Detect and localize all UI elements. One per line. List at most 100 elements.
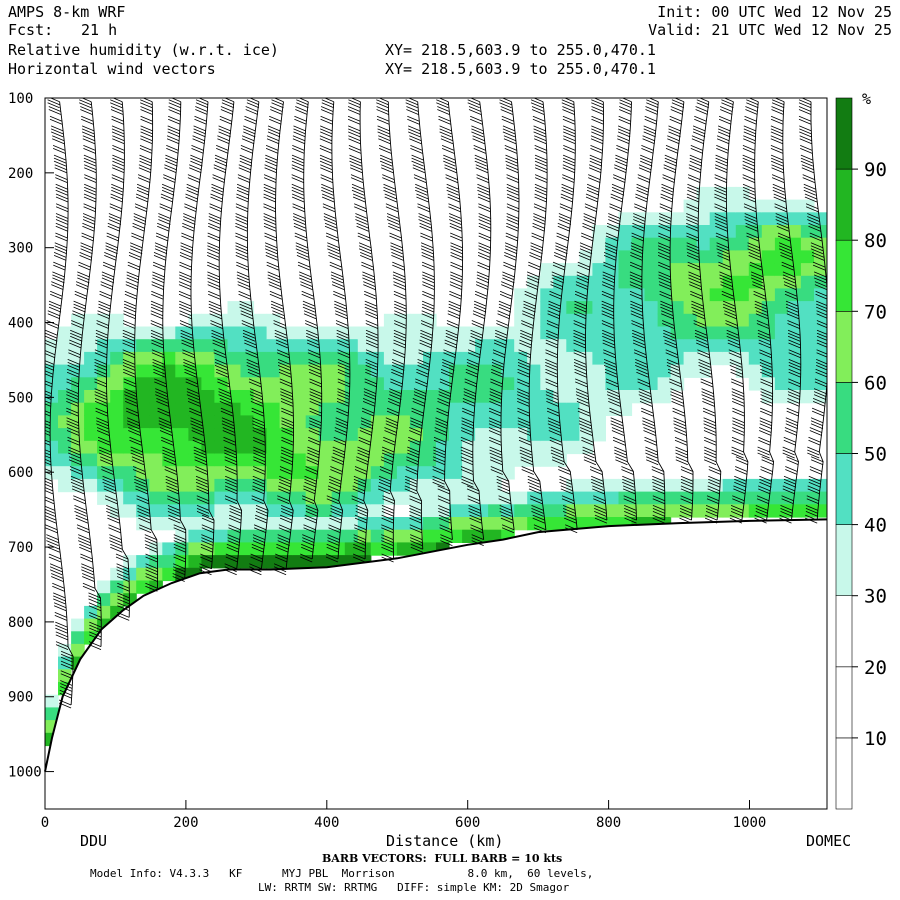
wind-barb-feathers <box>545 98 578 534</box>
rh-cell <box>553 428 567 442</box>
rh-cell <box>787 377 802 391</box>
rh-cell <box>540 275 554 290</box>
rh-cell <box>514 313 528 328</box>
rh-cell <box>657 339 672 353</box>
y-tick-label: 1000 <box>8 765 42 781</box>
rh-cell <box>136 364 150 378</box>
rh-cell <box>462 491 476 505</box>
rh-cell <box>540 364 554 378</box>
rh-cell <box>383 326 398 340</box>
rh-cell <box>670 263 685 277</box>
rh-cell <box>370 339 385 353</box>
rh-cell <box>449 491 463 505</box>
rh-cell <box>761 263 776 277</box>
rh-cell <box>709 326 724 340</box>
rh-cell <box>370 517 385 531</box>
rh-cell <box>318 364 333 378</box>
rh-cell <box>800 237 815 251</box>
rh-cell <box>566 364 580 378</box>
rh-cell <box>227 351 242 366</box>
rh-cell <box>162 428 176 442</box>
rh-cell <box>592 263 606 277</box>
wind-barb-column <box>162 101 187 579</box>
rh-cell <box>696 199 711 213</box>
rh-cell <box>761 339 776 353</box>
rh-cell <box>136 555 150 569</box>
rh-cell <box>644 491 659 505</box>
rh-cell <box>305 377 320 391</box>
rh-cell <box>618 237 633 251</box>
rh-cell <box>227 301 242 315</box>
rh-cell <box>605 478 619 493</box>
rh-cell <box>423 491 437 505</box>
rh-cell <box>58 326 72 340</box>
rh-cell <box>735 351 750 366</box>
rh-cell <box>370 529 385 543</box>
rh-cell <box>123 377 137 391</box>
rh-cell <box>553 339 567 353</box>
rh-cell <box>214 377 228 391</box>
rh-cell <box>227 428 242 442</box>
rh-cell <box>800 390 815 404</box>
rh-cell <box>449 529 463 543</box>
rh-cell <box>175 326 189 340</box>
rh-cell <box>188 326 202 340</box>
rh-cell <box>136 517 150 531</box>
rh-cell <box>657 237 672 251</box>
rh-cell <box>240 377 255 391</box>
rh-cell <box>592 275 606 290</box>
rh-cell <box>449 339 463 353</box>
rh-cell <box>670 212 685 226</box>
rh-cell <box>423 504 437 518</box>
rh-cell <box>501 453 515 467</box>
rh-cell <box>566 440 580 455</box>
rh-cell <box>527 377 541 391</box>
wind-barbs <box>45 98 827 709</box>
wind-barb-column <box>444 101 464 540</box>
rh-cell <box>318 517 333 531</box>
rh-cell <box>631 390 646 404</box>
rh-cell <box>214 478 228 493</box>
rh-cell <box>253 326 268 340</box>
rh-cell <box>97 313 111 328</box>
rh-cell <box>735 212 750 226</box>
rh-cell <box>162 567 176 582</box>
rh-cell <box>149 466 163 480</box>
rh-cell <box>488 504 502 518</box>
rh-cell <box>305 466 320 480</box>
rh-cell <box>501 517 515 531</box>
rh-cell <box>501 390 515 404</box>
rh-cell <box>527 491 541 505</box>
colorbar-swatch <box>835 168 853 241</box>
rh-cell <box>175 351 189 366</box>
rh-cell <box>488 339 502 353</box>
rh-cell <box>266 453 281 467</box>
rh-cell <box>683 351 698 366</box>
rh-cell <box>683 288 698 302</box>
rh-cell <box>253 428 268 442</box>
rh-cell <box>566 415 580 429</box>
rh-cell <box>592 504 606 518</box>
colorbar-swatch <box>835 310 853 383</box>
rh-cell <box>266 313 281 328</box>
rh-cell <box>618 275 633 290</box>
rh-cell <box>514 288 528 302</box>
rh-cell <box>696 504 711 518</box>
rh-cell <box>383 364 398 378</box>
rh-cell <box>214 453 228 467</box>
rh-cell <box>774 301 789 315</box>
rh-cell <box>331 339 346 353</box>
rh-cell <box>240 542 255 556</box>
rh-cell <box>761 212 776 226</box>
wind-barb-feathers <box>319 98 351 563</box>
rh-cell <box>774 390 789 404</box>
init-time: Init: 00 UTC Wed 12 Nov 25 <box>657 3 892 21</box>
rh-cell <box>227 364 242 378</box>
rh-cell <box>240 529 255 543</box>
rh-cell <box>735 237 750 251</box>
rh-cell <box>292 453 307 467</box>
rh-cell <box>553 364 567 378</box>
rh-cell <box>800 225 815 239</box>
rh-cell <box>383 351 398 366</box>
fcst-label: Fcst: <box>8 21 54 39</box>
